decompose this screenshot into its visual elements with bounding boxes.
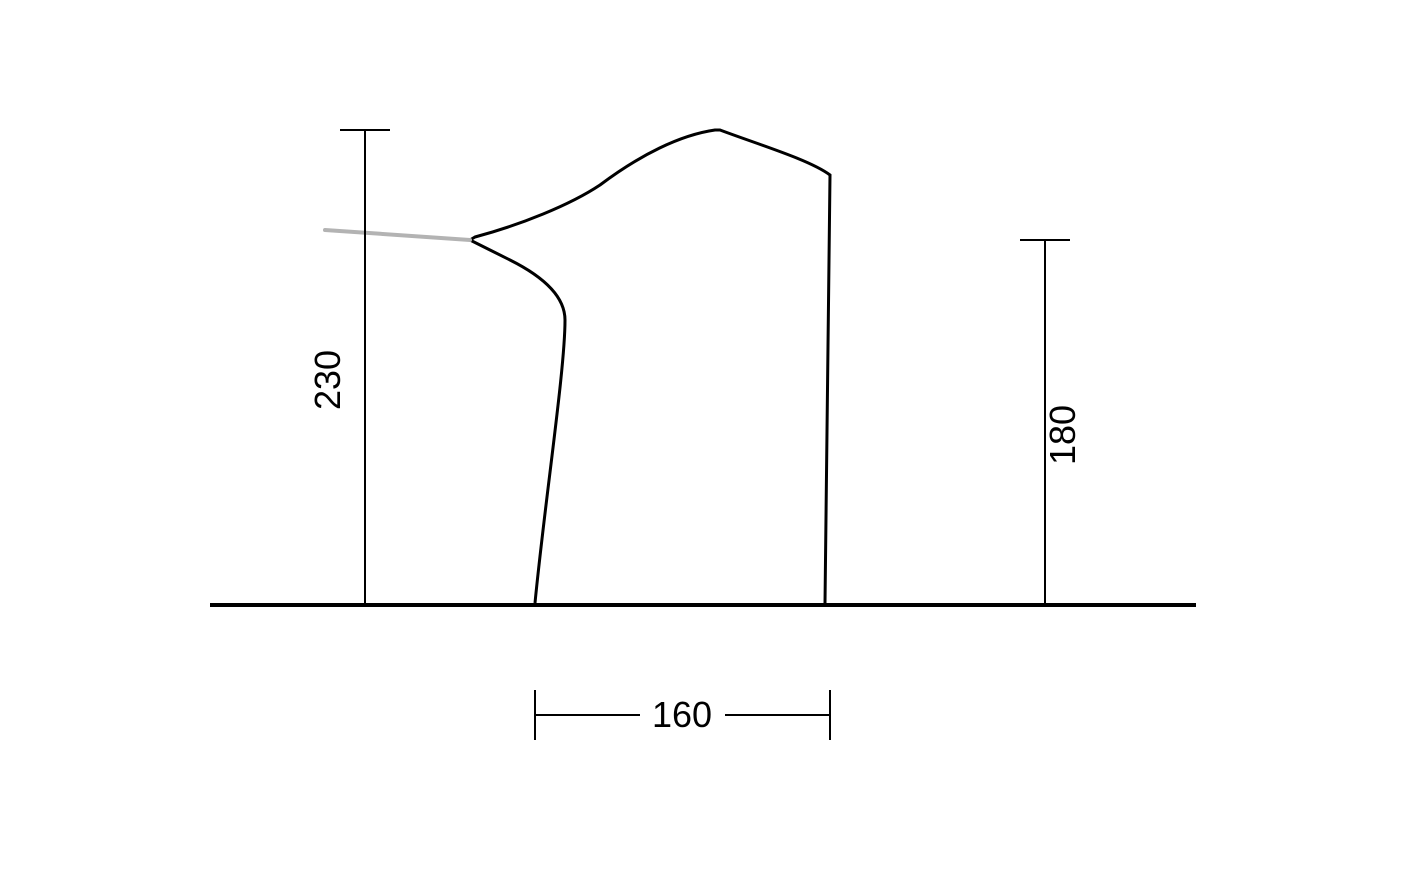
dimension-height-right: 180: [1020, 240, 1083, 605]
dimension-height-left-label: 230: [307, 350, 348, 410]
diagram-canvas: 230 180 160: [0, 0, 1406, 885]
dimension-height-right-label: 180: [1042, 405, 1083, 465]
dimension-width-bottom: 160: [535, 690, 830, 740]
dimension-height-left: 230: [307, 130, 390, 605]
dimension-width-bottom-label: 160: [652, 694, 712, 735]
profile-shape: [470, 130, 830, 603]
accent-line: [325, 230, 470, 240]
